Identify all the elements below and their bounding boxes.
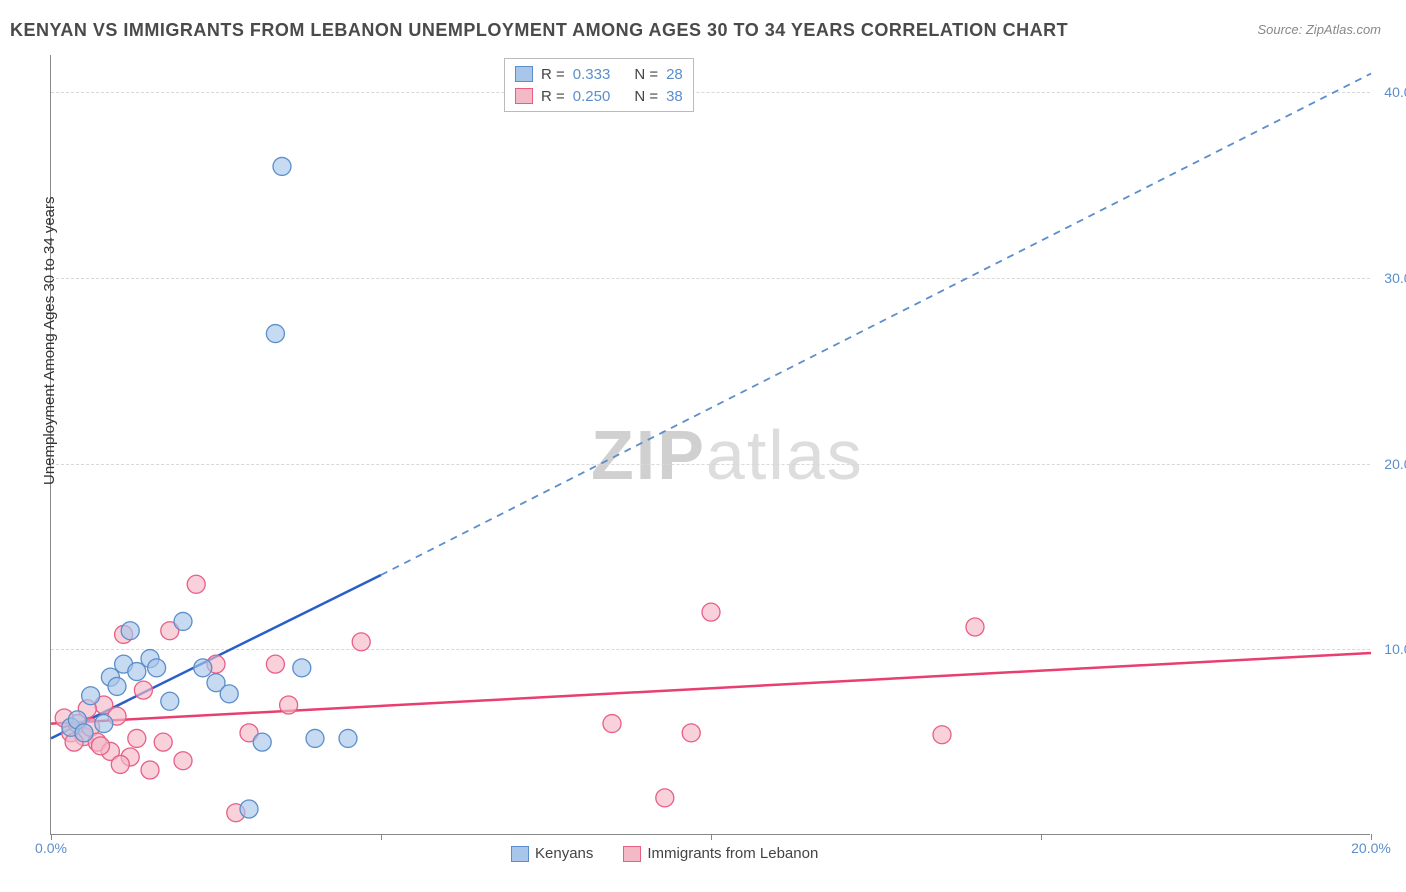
r-value-lebanon: 0.250 xyxy=(573,88,611,105)
n-value-kenyans: 28 xyxy=(666,66,683,83)
n-label: N = xyxy=(634,88,658,105)
x-tick-label: 0.0% xyxy=(35,840,67,856)
r-label: R = xyxy=(541,88,565,105)
scatter-plot xyxy=(51,55,1370,834)
r-value-kenyans: 0.333 xyxy=(573,66,611,83)
series-legend: Kenyans Immigrants from Lebanon xyxy=(511,845,818,862)
plot-area: Unemployment Among Ages 30 to 34 years Z… xyxy=(50,55,1370,835)
legend-row-lebanon: R = 0.250 N = 38 xyxy=(515,85,683,107)
source-label: Source: ZipAtlas.com xyxy=(1257,22,1381,37)
legend-label-lebanon: Immigrants from Lebanon xyxy=(647,845,818,862)
n-label: N = xyxy=(634,66,658,83)
n-value-lebanon: 38 xyxy=(666,88,683,105)
legend-row-kenyans: R = 0.333 N = 28 xyxy=(515,63,683,85)
swatch-lebanon-icon xyxy=(623,846,641,862)
y-tick-label: 30.0% xyxy=(1384,270,1406,286)
r-label: R = xyxy=(541,66,565,83)
swatch-kenyans-icon xyxy=(511,846,529,862)
y-tick-label: 10.0% xyxy=(1384,641,1406,657)
chart-title: KENYAN VS IMMIGRANTS FROM LEBANON UNEMPL… xyxy=(10,20,1068,41)
correlation-legend: R = 0.333 N = 28 R = 0.250 N = 38 xyxy=(504,58,694,112)
chart-container: KENYAN VS IMMIGRANTS FROM LEBANON UNEMPL… xyxy=(0,0,1406,892)
swatch-kenyans xyxy=(515,66,533,82)
swatch-lebanon xyxy=(515,88,533,104)
y-tick-label: 40.0% xyxy=(1384,84,1406,100)
x-tick-label: 20.0% xyxy=(1351,840,1391,856)
legend-item-lebanon: Immigrants from Lebanon xyxy=(623,845,818,862)
legend-label-kenyans: Kenyans xyxy=(535,845,593,862)
y-tick-label: 20.0% xyxy=(1384,456,1406,472)
legend-item-kenyans: Kenyans xyxy=(511,845,593,862)
